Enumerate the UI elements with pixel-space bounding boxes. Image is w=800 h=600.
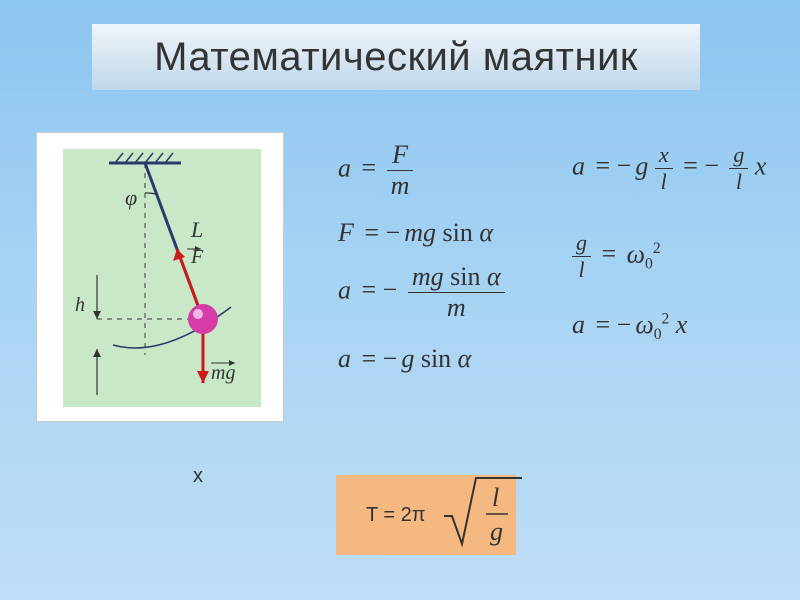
formula-a-gxl: a = −g xl = − gl x (572, 142, 766, 195)
formula-a-gsin: a = −g sin α (338, 344, 471, 374)
formula-a-eq-frac: a = − mg sin αm (338, 262, 505, 323)
svg-text:mg: mg (211, 362, 235, 384)
period-sqrt: l g (438, 460, 528, 560)
formula-a-eq-f-m: a = Fm (338, 140, 413, 201)
pendulum-diagram-bg: φ L F h mg (63, 149, 261, 407)
slide-title: Математический маятник (154, 35, 638, 80)
slide-title-box: Математический маятник (92, 24, 700, 90)
svg-text:L: L (190, 217, 203, 242)
svg-text:l: l (492, 483, 499, 512)
pendulum-diagram-svg: φ L F h mg (63, 149, 261, 407)
formula-area: a = Fm F = −mg sin α a = − mg sin αm a =… (320, 140, 780, 450)
x-label: x (193, 465, 203, 488)
formula-g-l-omega: gl = ω02 (572, 230, 661, 283)
svg-text:φ: φ (125, 185, 137, 210)
svg-text:g: g (490, 517, 503, 546)
period-label: T = 2π (366, 504, 426, 527)
formula-a-omega-x: a = −ω02 x (572, 310, 687, 344)
svg-text:h: h (75, 294, 85, 316)
pendulum-diagram-box: φ L F h mg x (36, 132, 284, 422)
formula-f-eq: F = −mg sin α (338, 218, 493, 248)
